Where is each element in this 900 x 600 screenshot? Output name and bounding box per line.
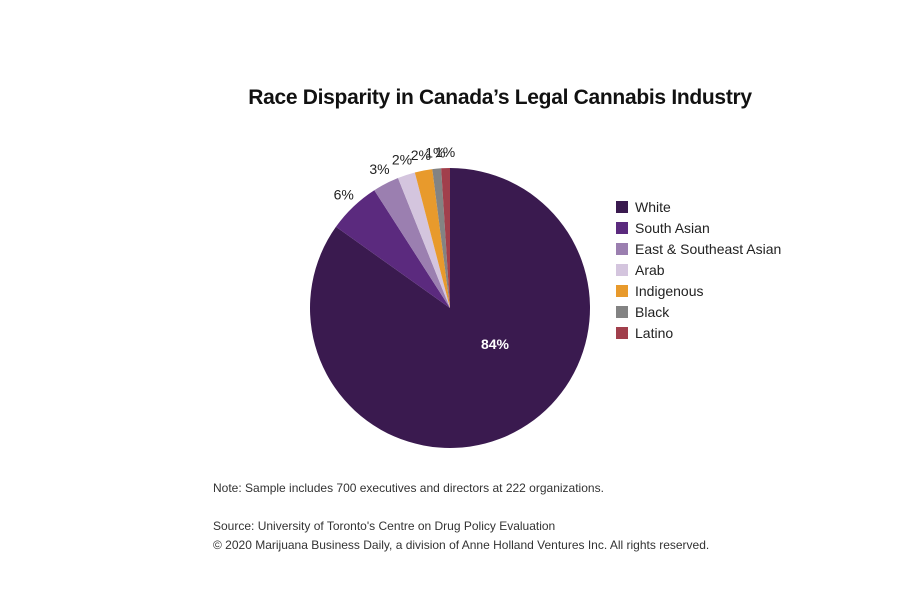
legend-swatch xyxy=(616,200,628,213)
pie-slice-arab xyxy=(397,172,450,308)
data-label-black: 1% xyxy=(425,145,445,161)
legend-label: Arab xyxy=(635,261,665,278)
legend-swatch xyxy=(616,305,628,318)
legend: White South Asian East & Southeast Asian Ar… xyxy=(616,196,781,343)
pie-slice-white xyxy=(310,168,591,448)
legend-label: Latino xyxy=(635,324,674,341)
pie-slice-black xyxy=(432,168,450,308)
legend-swatch xyxy=(616,263,628,276)
data-label-latino: 1% xyxy=(435,144,455,160)
data-label-east-and-southeast-asian: 3% xyxy=(369,161,389,177)
legend-label: South Asian xyxy=(635,219,710,236)
data-label-white: 84% xyxy=(481,336,510,352)
data-label-south-asian: 6% xyxy=(334,187,354,203)
legend-label: Black xyxy=(635,303,670,320)
legend-item-black: Black xyxy=(616,301,781,322)
legend-label: White xyxy=(635,198,671,215)
legend-item-south-asian: South Asian xyxy=(616,217,781,238)
copyright-text: © 2020 Marijuana Business Daily, a divis… xyxy=(213,538,710,552)
legend-label: Indigenous xyxy=(635,282,704,299)
legend-item-east-and-southeast-asian: East & Southeast Asian xyxy=(616,238,781,259)
legend-swatch xyxy=(616,326,628,339)
legend-item-indigenous: Indigenous xyxy=(616,280,781,301)
pie-slice-east-and-southeast-asian xyxy=(374,178,450,308)
legend-item-white: White xyxy=(616,196,781,217)
legend-item-arab: Arab xyxy=(616,259,781,280)
data-label-indigenous: 2% xyxy=(411,147,431,163)
legend-swatch xyxy=(616,242,628,255)
pie-slice-south-asian xyxy=(335,190,450,308)
legend-swatch xyxy=(616,221,628,234)
legend-swatch xyxy=(616,284,628,297)
chart-title: Race Disparity in Canada’s Legal Cannabi… xyxy=(248,86,752,109)
legend-label: East & Southeast Asian xyxy=(635,240,782,257)
pie-slice-indigenous xyxy=(414,169,450,308)
data-label-arab: 2% xyxy=(392,152,412,168)
pie-slice-latino xyxy=(441,168,450,308)
note-text: Note: Sample includes 700 executives and… xyxy=(213,481,604,495)
source-text: Source: University of Toronto's Centre o… xyxy=(213,519,556,533)
legend-item-latino: Latino xyxy=(616,322,781,343)
